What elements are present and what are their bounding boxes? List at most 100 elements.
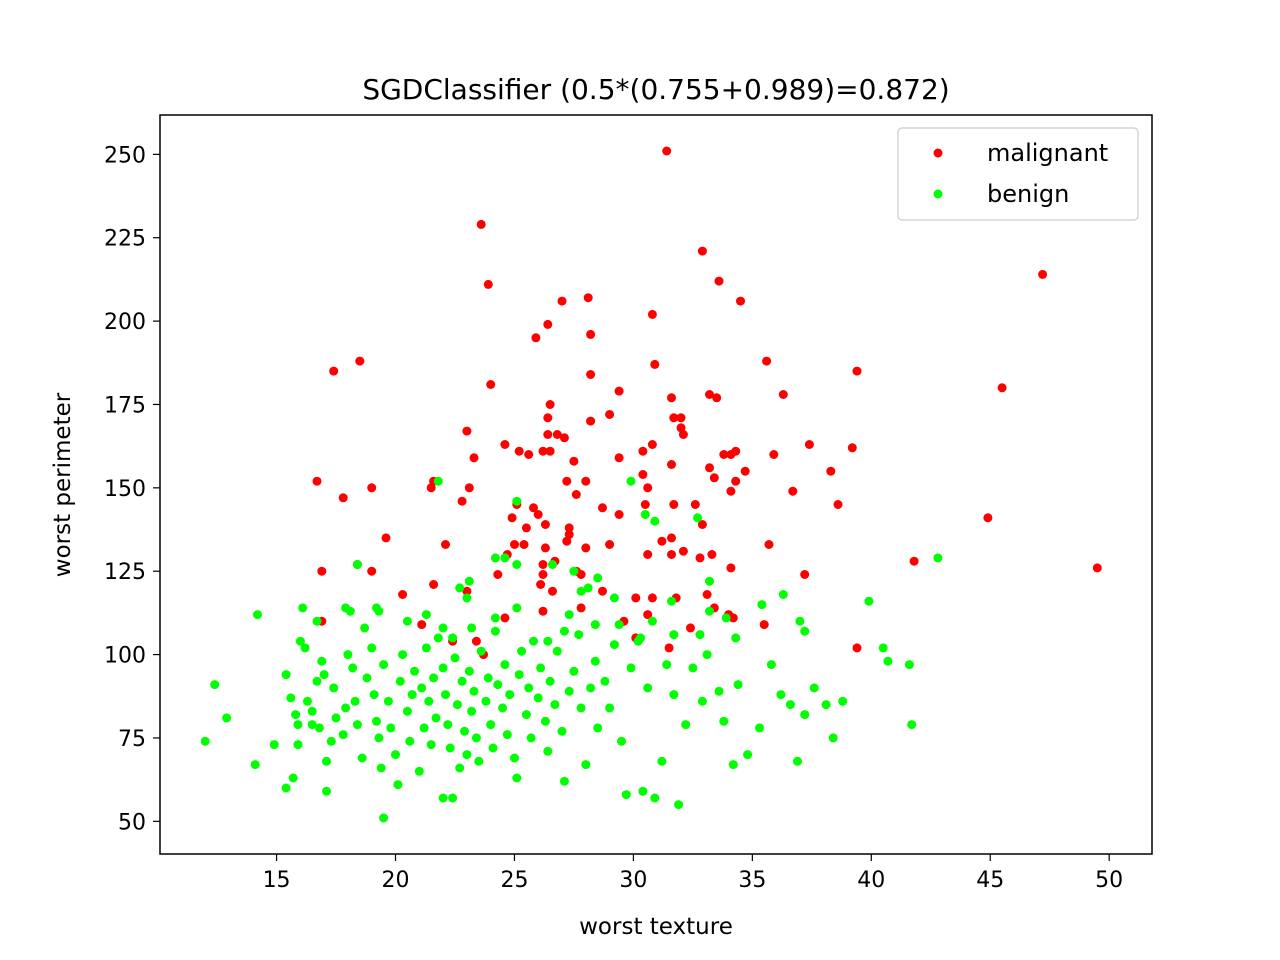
- point-malignant-87: [667, 533, 676, 543]
- y-tick-label-225: 225: [104, 227, 146, 252]
- point-benign-147: [821, 700, 831, 710]
- point-malignant-102: [643, 550, 653, 559]
- point-malignant-33: [543, 430, 553, 439]
- point-malignant-108: [695, 553, 705, 563]
- point-malignant-75: [640, 500, 650, 509]
- point-benign-82: [481, 696, 491, 706]
- point-malignant-134: [493, 570, 503, 579]
- point-benign-139: [743, 750, 753, 760]
- point-benign-64: [438, 793, 448, 803]
- point-malignant-116: [647, 593, 657, 603]
- point-benign-101: [536, 663, 546, 673]
- point-benign-164: [583, 583, 593, 593]
- point-benign-88: [498, 703, 508, 713]
- point-benign-1: [210, 680, 220, 690]
- point-benign-137: [728, 760, 738, 770]
- point-malignant-111: [548, 586, 557, 596]
- point-malignant-96: [519, 540, 529, 549]
- point-benign-126: [650, 793, 660, 803]
- point-benign-13: [295, 636, 305, 646]
- y-tick-label-50: 50: [118, 810, 146, 835]
- point-malignant-57: [826, 466, 836, 476]
- point-malignant-120: [759, 620, 769, 630]
- point-malignant-44: [678, 430, 688, 439]
- point-malignant-20: [997, 383, 1007, 393]
- point-benign-16: [303, 696, 312, 706]
- point-benign-42: [376, 763, 386, 773]
- point-benign-145: [800, 710, 810, 720]
- point-benign-102: [540, 716, 550, 726]
- point-benign-183: [647, 616, 657, 626]
- x-tick-label-50: 50: [1095, 868, 1123, 893]
- x-tick-label-45: 45: [976, 868, 1004, 893]
- point-malignant-13: [355, 356, 365, 366]
- point-benign-114: [586, 683, 596, 693]
- point-benign-104: [545, 676, 555, 686]
- point-malignant-8: [736, 296, 745, 306]
- point-benign-48: [393, 780, 403, 790]
- x-axis-label: worst texture: [579, 914, 733, 940]
- point-benign-188: [543, 636, 553, 646]
- point-malignant-144: [471, 636, 481, 646]
- point-benign-14: [298, 603, 308, 613]
- point-benign-124: [638, 786, 648, 796]
- y-tick-label-175: 175: [104, 393, 146, 418]
- y-tick-label-150: 150: [104, 477, 146, 502]
- point-benign-52: [405, 736, 415, 746]
- x-tick-label-20: 20: [382, 868, 410, 893]
- point-malignant-21: [614, 386, 624, 396]
- point-malignant-77: [614, 510, 624, 519]
- y-axis-ticks: 50 75 100 125 150 175 200 225 250: [104, 143, 160, 835]
- point-malignant-31: [543, 413, 553, 423]
- point-malignant-127: [1092, 563, 1102, 573]
- point-malignant-26: [545, 400, 555, 409]
- point-benign-155: [433, 476, 443, 486]
- point-benign-117: [600, 676, 610, 686]
- point-benign-38: [367, 643, 377, 653]
- point-benign-185: [614, 620, 624, 630]
- point-benign-112: [576, 703, 586, 713]
- y-tick-label-125: 125: [104, 560, 146, 585]
- point-benign-134: [702, 650, 712, 660]
- point-benign-99: [529, 636, 538, 646]
- point-benign-93: [512, 773, 522, 783]
- point-benign-3: [250, 760, 260, 770]
- point-benign-100: [533, 693, 543, 703]
- point-malignant-3: [697, 246, 707, 256]
- point-benign-10: [288, 773, 298, 783]
- point-benign-186: [590, 620, 600, 630]
- point-malignant-133: [462, 586, 472, 596]
- point-malignant-67: [571, 490, 581, 499]
- point-benign-133: [697, 696, 707, 706]
- point-benign-78: [469, 686, 479, 696]
- point-malignant-83: [507, 513, 517, 523]
- point-malignant-84: [564, 523, 574, 533]
- x-tick-label-35: 35: [738, 868, 766, 893]
- point-benign-143: [785, 700, 795, 710]
- point-benign-110: [569, 666, 579, 676]
- point-benign-25: [326, 736, 336, 746]
- point-benign-125: [643, 683, 653, 693]
- point-benign-34: [352, 720, 362, 730]
- point-malignant-42: [538, 446, 548, 456]
- point-benign-32: [348, 663, 358, 673]
- point-benign-46: [386, 723, 396, 733]
- point-malignant-23: [705, 390, 714, 399]
- point-malignant-143: [500, 613, 510, 623]
- point-malignant-18: [586, 370, 596, 379]
- point-benign-24: [322, 786, 331, 796]
- point-benign-128: [662, 660, 672, 670]
- chart-title: SGDClassifier (0.5*(0.755+0.989)=0.872): [362, 73, 949, 106]
- point-malignant-105: [764, 540, 774, 549]
- point-benign-2: [222, 713, 232, 723]
- point-malignant-73: [690, 500, 700, 509]
- point-benign-63: [433, 633, 443, 643]
- point-malignant-48: [769, 450, 779, 459]
- point-benign-22: [319, 670, 329, 680]
- legend-label-benign: benign: [987, 180, 1069, 208]
- point-malignant-50: [847, 443, 857, 453]
- point-benign-81: [476, 646, 486, 656]
- point-benign-129: [669, 690, 679, 700]
- point-benign-151: [904, 660, 914, 670]
- point-malignant-101: [581, 543, 591, 553]
